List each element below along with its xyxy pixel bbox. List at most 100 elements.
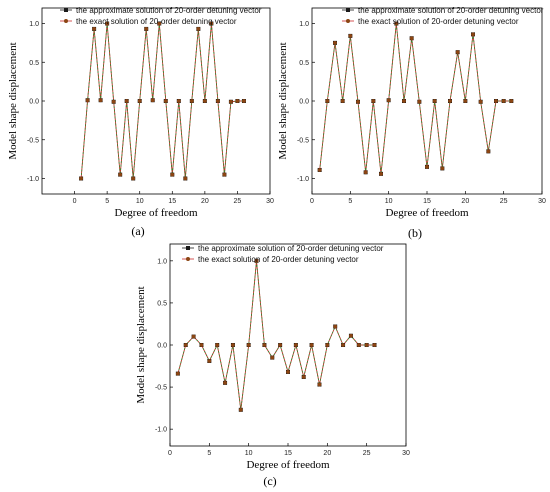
x-tick-label: 0 (168, 450, 172, 457)
exact-point (202, 99, 207, 103)
y-tick-label: 0.0 (29, 99, 39, 106)
exact-point (191, 334, 196, 339)
legend-exact-label: the exact solution of 20-order detuning … (358, 17, 519, 26)
exact-point (105, 21, 110, 26)
exact-point (463, 99, 468, 103)
exact-point (209, 21, 214, 26)
exact-point (183, 343, 188, 347)
exact-point (262, 343, 267, 347)
exact-point (170, 172, 175, 177)
x-tick-label: 30 (538, 198, 546, 205)
x-tick-label: 15 (284, 450, 292, 457)
y-tick-label: -1.0 (297, 176, 309, 183)
exact-point (85, 98, 90, 103)
exact-point (183, 176, 188, 181)
legend-exact-label: the exact solution of 20-order detuning … (198, 255, 359, 264)
exact-point (293, 343, 298, 347)
y-axis-label: Model shape displacement (7, 42, 19, 159)
exact-point (278, 343, 283, 347)
y-tick-label: 1.0 (299, 21, 309, 28)
exact-point (79, 176, 83, 181)
exact-point (131, 176, 136, 181)
legend-approx-label: the approximate solution of 20-order det… (76, 6, 262, 15)
x-tick-label: 15 (168, 198, 176, 205)
exact-point (163, 99, 168, 103)
exact-point (371, 99, 376, 103)
y-tick-label: -0.5 (155, 385, 167, 392)
exact-point (301, 375, 306, 379)
exact-point (238, 407, 243, 412)
exact-point (235, 99, 240, 103)
exact-point (448, 99, 452, 103)
exact-point (325, 99, 330, 103)
exact-point (440, 166, 445, 171)
panel-label: (c) (263, 474, 276, 488)
legend-exact-marker (346, 19, 350, 23)
x-tick-label: 0 (73, 198, 77, 205)
y-tick-label: -0.5 (27, 137, 39, 144)
exact-point (124, 99, 129, 103)
y-tick-label: 0.0 (157, 343, 167, 350)
exact-point (340, 99, 345, 103)
y-tick-label: 1.0 (29, 21, 39, 28)
legend-approx-label: the approximate solution of 20-order det… (198, 244, 384, 253)
exact-point (207, 359, 212, 363)
exact-point (478, 99, 483, 104)
exact-point (341, 343, 345, 347)
approx-series-line (177, 260, 375, 410)
exact-series-line (319, 23, 512, 174)
x-tick-label: 5 (348, 198, 352, 205)
x-tick-label: 30 (266, 198, 274, 205)
approx-series-line (319, 23, 512, 174)
exact-point (455, 50, 460, 55)
exact-point (231, 343, 235, 347)
y-tick-label: 0.0 (299, 99, 309, 106)
exact-point (215, 99, 220, 103)
panel-label: (b) (408, 226, 422, 240)
y-tick-label: 0.5 (29, 60, 39, 67)
x-axis-label: Degree of freedom (114, 207, 198, 219)
chart-panel-2: 0 5 10 15 20 25 30 -1.0 -0.5 0.0 0.5 1.0 Degree of f… (277, 6, 546, 240)
exact-point (150, 98, 155, 103)
exact-point (372, 343, 377, 347)
exact-point (246, 343, 251, 347)
exact-point (189, 99, 194, 103)
x-tick-label: 20 (461, 198, 469, 205)
y-tick-label: 0.5 (157, 300, 167, 307)
exact-point (286, 370, 290, 374)
exact-point (317, 168, 322, 172)
legend-approx-label: the approximate solution of 20-order det… (358, 6, 544, 15)
exact-point (394, 21, 399, 26)
legend-exact-marker (64, 19, 68, 23)
exact-point (222, 172, 227, 177)
legend-exact-marker (186, 257, 190, 261)
exact-point (402, 99, 406, 103)
exact-series-line (177, 260, 375, 410)
approx-series-line (80, 23, 244, 179)
x-tick-label: 25 (363, 450, 371, 457)
exact-point (199, 343, 204, 347)
exact-point (98, 98, 103, 103)
panel-label: (a) (131, 224, 144, 238)
legend-approx-marker (186, 246, 190, 250)
y-tick-label: 0.5 (299, 60, 309, 67)
exact-point (309, 343, 314, 347)
legend-approx-marker (346, 8, 350, 12)
exact-point (223, 380, 227, 385)
x-tick-label: 10 (245, 450, 253, 457)
x-tick-label: 20 (323, 450, 331, 457)
x-tick-label: 5 (105, 198, 109, 205)
x-tick-label: 0 (310, 198, 314, 205)
exact-point (348, 34, 353, 38)
exact-point (176, 99, 181, 103)
y-axis-label: Model shape displacement (135, 286, 147, 403)
exact-point (486, 149, 491, 154)
exact-point (333, 40, 337, 45)
exact-point (196, 27, 201, 31)
x-tick-label: 25 (234, 198, 242, 205)
exact-point (356, 99, 360, 104)
x-tick-label: 5 (207, 450, 211, 457)
x-tick-label: 10 (385, 198, 393, 205)
exact-point (111, 99, 116, 104)
exact-point (215, 343, 220, 347)
